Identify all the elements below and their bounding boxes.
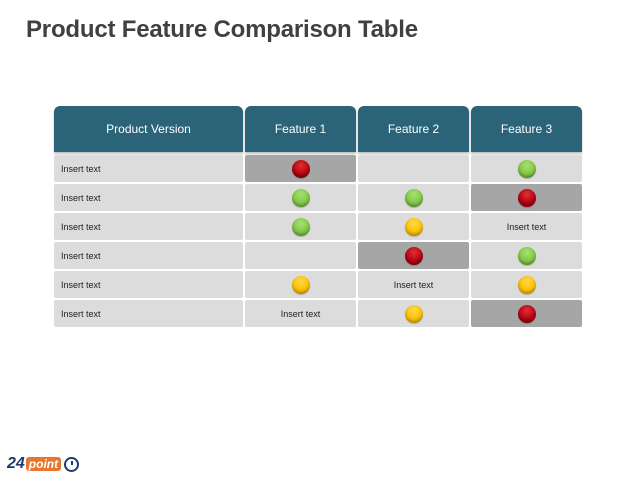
row-label: Insert text [54, 213, 243, 240]
table-row: Insert text [54, 242, 584, 269]
yellow-status-dot-icon [291, 275, 310, 294]
row-label: Insert text [54, 242, 243, 269]
green-status-dot-icon [291, 217, 310, 236]
header-feature-1: Feature 1 [245, 106, 356, 152]
table-row: Insert text Insert text [54, 300, 584, 327]
feature-1-cell [245, 271, 356, 298]
table-row: Insert text Insert text [54, 271, 584, 298]
red-status-dot-icon [517, 188, 536, 207]
table-header-row: Product Version Feature 1 Feature 2 Feat… [54, 106, 584, 152]
feature-3-cell [471, 155, 582, 182]
yellow-status-dot-icon [517, 275, 536, 294]
feature-2-cell: Insert text [358, 271, 469, 298]
green-status-dot-icon [517, 159, 536, 178]
feature-2-cell [358, 155, 469, 182]
feature-3-cell [471, 300, 582, 327]
feature-3-cell [471, 184, 582, 211]
feature-3-cell: Insert text [471, 213, 582, 240]
feature-1-cell [245, 213, 356, 240]
table-row: Insert text [54, 184, 584, 211]
yellow-status-dot-icon [404, 217, 423, 236]
feature-1-cell: Insert text [245, 300, 356, 327]
green-status-dot-icon [291, 188, 310, 207]
green-status-dot-icon [404, 188, 423, 207]
row-label: Insert text [54, 300, 243, 327]
row-label: Insert text [54, 271, 243, 298]
feature-2-cell [358, 300, 469, 327]
clock-icon [64, 456, 80, 472]
table-body: Insert text Insert text Insert text Insert … [54, 155, 584, 327]
header-feature-3: Feature 3 [471, 106, 582, 152]
feature-2-cell [358, 184, 469, 211]
brand-logo: 24 point [7, 455, 80, 473]
feature-2-cell [358, 242, 469, 269]
table-row: Insert text [54, 155, 584, 182]
yellow-status-dot-icon [404, 304, 423, 323]
green-status-dot-icon [517, 246, 536, 265]
feature-3-cell [471, 242, 582, 269]
logo-number: 24 [7, 455, 25, 472]
table-row: Insert text Insert text [54, 213, 584, 240]
red-status-dot-icon [291, 159, 310, 178]
feature-1-cell [245, 155, 356, 182]
red-status-dot-icon [404, 246, 423, 265]
red-status-dot-icon [517, 304, 536, 323]
row-label: Insert text [54, 155, 243, 182]
feature-3-cell [471, 271, 582, 298]
feature-1-cell [245, 184, 356, 211]
feature-2-cell [358, 213, 469, 240]
page-title: Product Feature Comparison Table [26, 16, 418, 43]
header-feature-2: Feature 2 [358, 106, 469, 152]
header-product-version: Product Version [54, 106, 243, 152]
logo-word: point [25, 457, 62, 471]
row-label: Insert text [54, 184, 243, 211]
feature-1-cell [245, 242, 356, 269]
comparison-table: Product Version Feature 1 Feature 2 Feat… [54, 106, 584, 329]
